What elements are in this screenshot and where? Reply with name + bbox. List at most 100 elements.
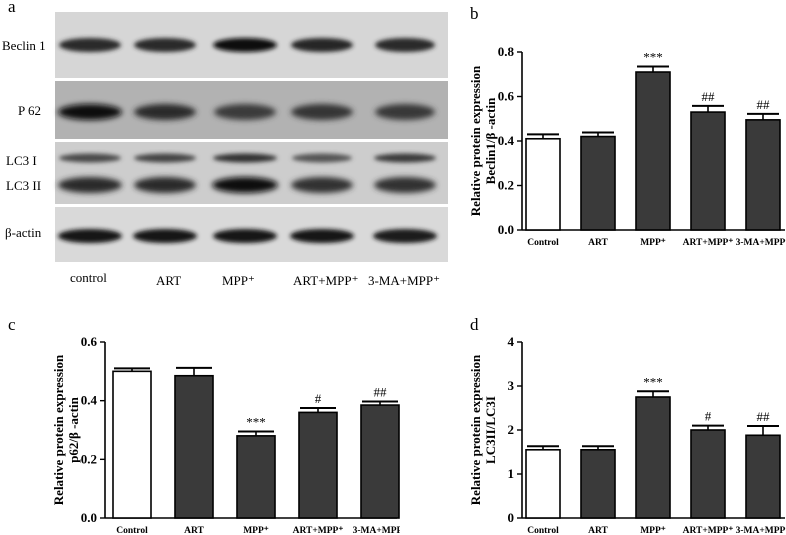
blot-row-label-beclin: Beclin 1	[2, 38, 46, 53]
blot-band	[58, 229, 122, 243]
y-axis-label: Relative protein expression	[51, 354, 66, 505]
x-tick-label: 3-MA+MPP⁺	[736, 526, 786, 535]
blot-band	[373, 229, 437, 243]
y-axis-label: Relative protein expression	[468, 354, 483, 505]
blot-row-label-p62: P 62	[18, 103, 41, 118]
blot-band	[59, 153, 121, 163]
x-tick-label: ART+MPP⁺	[683, 526, 734, 535]
bar	[635, 71, 671, 231]
x-tick-label: ART+MPP⁺	[683, 238, 734, 248]
x-tick-label: Control	[527, 238, 559, 248]
y-tick-label: 0.0	[81, 510, 97, 525]
bar	[298, 411, 338, 519]
chart-p62: 0.0 0.2 0.4 0.6 Control ART *** MPP⁺ # ART+MPP⁺ ##…	[51, 334, 400, 535]
bar	[745, 434, 781, 519]
significance-label: ***	[643, 374, 663, 389]
bar	[690, 111, 726, 231]
blot-band	[133, 229, 197, 243]
blot-band	[291, 104, 353, 120]
blot-row-label-lc3ii: LC3 II	[6, 178, 42, 193]
blot-band	[212, 177, 278, 193]
lc3-strip	[55, 142, 448, 204]
blot-band	[58, 177, 122, 193]
blot-band	[374, 153, 436, 163]
blot-band	[59, 38, 121, 52]
significance-label: ##	[702, 89, 716, 104]
x-tick-label: MPP⁺	[640, 238, 666, 248]
blot-band	[214, 104, 276, 120]
significance-label: ***	[643, 49, 663, 64]
x-tick-label: ART	[588, 526, 608, 535]
blot-lane-label-art: ART	[156, 273, 182, 288]
bar	[635, 396, 671, 519]
bar	[236, 435, 276, 519]
y-tick-label: 2	[508, 422, 515, 437]
blot-row-label-lc3i: LC3 I	[6, 153, 37, 168]
y-axis-sublabel: LC3II/LC3I	[483, 396, 498, 464]
blot-lane-label-3ma-mpp: 3-MA+MPP⁺	[368, 273, 440, 288]
y-tick-label: 0.8	[498, 44, 515, 59]
bar	[112, 370, 152, 519]
y-axis-label: Relative protein expression	[468, 65, 483, 216]
blot-band	[134, 38, 196, 52]
panel-letter-b: b	[470, 4, 479, 23]
panel-letter-c: c	[8, 315, 16, 334]
blot-row-label-actin: β-actin	[5, 225, 42, 240]
y-axis-sublabel: p62/β -actin	[66, 396, 81, 462]
x-tick-label: Control	[116, 526, 148, 535]
bar	[580, 135, 616, 231]
blot-band	[134, 104, 196, 120]
blot-band	[291, 38, 353, 52]
x-tick-label: MPP⁺	[640, 526, 666, 535]
significance-label: ##	[757, 97, 771, 112]
x-tick-label: ART+MPP⁺	[293, 526, 344, 535]
blot-band	[134, 153, 196, 163]
blot-band	[213, 153, 277, 163]
significance-label: #	[705, 409, 712, 424]
blot-band	[375, 104, 435, 120]
blot-lane-label-mpp: MPP⁺	[222, 273, 255, 288]
bar	[745, 119, 781, 231]
blot-lane-label-art-mpp: ART+MPP⁺	[293, 273, 359, 288]
y-tick-label: 3	[508, 378, 515, 393]
x-tick-label: Control	[527, 526, 559, 535]
x-tick-label: ART	[184, 526, 204, 535]
significance-label: #	[315, 391, 322, 406]
panel-letter-a: a	[8, 0, 16, 16]
x-tick-label: MPP⁺	[243, 526, 269, 535]
blot-lane-label-control: control	[70, 270, 107, 285]
y-axis-sublabel: Beclin1/β -actin	[483, 97, 498, 184]
y-tick-label: 0.6	[81, 334, 98, 349]
x-tick-label: 3-MA+MPP⁺	[736, 238, 786, 248]
blot-band	[134, 177, 196, 193]
bar	[525, 449, 561, 519]
panel-letter-d: d	[470, 315, 479, 334]
significance-label: ##	[374, 385, 388, 400]
western-blot-image	[55, 12, 448, 262]
y-tick-label: 0	[508, 510, 515, 525]
significance-label: ##	[757, 409, 771, 424]
bar	[580, 449, 616, 519]
blot-band	[375, 38, 435, 52]
bar	[690, 429, 726, 519]
y-tick-label: 0.0	[498, 222, 514, 237]
blot-band	[213, 229, 277, 243]
blot-band	[374, 177, 436, 193]
significance-label: ***	[246, 414, 266, 429]
bar	[360, 404, 400, 519]
y-tick-label: 0.2	[498, 178, 514, 193]
blot-band	[58, 104, 122, 120]
blot-band	[213, 38, 277, 52]
blot-band	[290, 229, 354, 243]
blot-band	[292, 153, 352, 163]
y-tick-label: 0.4	[498, 133, 515, 148]
western-blot-panel	[0, 0, 460, 300]
x-tick-label: ART	[588, 238, 608, 248]
bar	[174, 374, 214, 519]
bar	[525, 137, 561, 231]
chart-beclin1: 0.0 0.2 0.4 0.6 0.8 Control ART *** MPP⁺ ## ART+MP…	[468, 44, 786, 248]
y-tick-label: 0.6	[498, 89, 515, 104]
y-tick-label: 0.2	[81, 451, 97, 466]
blot-band	[291, 177, 353, 193]
y-tick-label: 1	[508, 466, 515, 481]
